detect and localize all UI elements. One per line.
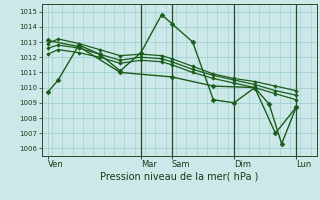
X-axis label: Pression niveau de la mer( hPa ): Pression niveau de la mer( hPa ) xyxy=(100,172,258,182)
